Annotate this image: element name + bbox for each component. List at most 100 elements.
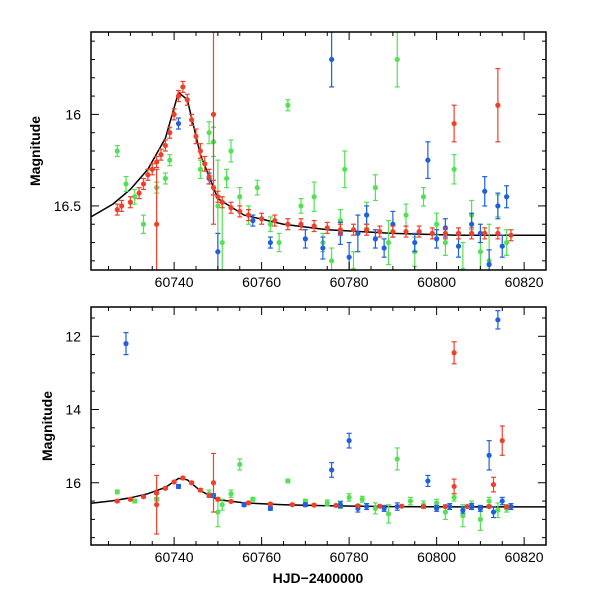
green-data-point bbox=[298, 198, 304, 214]
green-data-point bbox=[486, 496, 492, 506]
green-data-point bbox=[451, 493, 457, 502]
red-data-point bbox=[289, 502, 295, 508]
green-data-point bbox=[267, 216, 273, 233]
red-data-point bbox=[206, 492, 212, 499]
red-data-point bbox=[245, 208, 252, 222]
model-curve bbox=[91, 91, 546, 236]
red-data-point bbox=[451, 104, 457, 143]
red-data-point bbox=[495, 68, 501, 143]
red-data-point bbox=[333, 502, 339, 509]
red-data-point bbox=[390, 225, 396, 238]
green-data-point bbox=[451, 154, 457, 185]
green-data-point bbox=[460, 504, 466, 528]
blue-data-point bbox=[215, 232, 221, 270]
red-data-point bbox=[464, 503, 470, 510]
red-data-point bbox=[350, 223, 357, 236]
x-tick-label: 60760 bbox=[242, 549, 281, 565]
green-data-point bbox=[132, 498, 138, 504]
blue-data-point bbox=[477, 504, 483, 512]
red-data-point bbox=[167, 126, 173, 139]
red-data-point bbox=[206, 168, 212, 185]
blue-data-point bbox=[364, 205, 370, 225]
green-data-point bbox=[114, 489, 120, 495]
green-data-point bbox=[311, 181, 317, 213]
red-data-point bbox=[495, 227, 501, 240]
red-data-point bbox=[228, 201, 234, 214]
red-data-point bbox=[442, 503, 448, 510]
red-data-point bbox=[451, 341, 457, 365]
red-data-point bbox=[180, 475, 186, 481]
green-data-point bbox=[206, 121, 212, 145]
red-data-point bbox=[429, 227, 435, 240]
green-data-point bbox=[237, 187, 243, 207]
green-data-point bbox=[228, 489, 234, 498]
red-data-point bbox=[171, 108, 177, 121]
red-data-point bbox=[149, 163, 155, 176]
bottom-plot-area bbox=[91, 310, 546, 535]
y-tick-label: 14 bbox=[65, 402, 81, 418]
red-data-point bbox=[154, 155, 160, 169]
blue-data-point bbox=[123, 332, 129, 356]
red-data-point bbox=[154, 168, 160, 270]
bottom-panel: 60740 60760 60780 60800 60820 12 14 16 Magnitud… bbox=[39, 306, 547, 586]
green-data-point bbox=[285, 99, 291, 112]
red-data-point bbox=[490, 476, 497, 493]
red-data-point bbox=[215, 496, 221, 502]
red-data-point bbox=[119, 199, 125, 213]
bottom-axes-frame bbox=[90, 306, 547, 546]
red-data-point bbox=[469, 227, 475, 240]
red-data-point bbox=[482, 227, 488, 240]
blue-data-point bbox=[460, 506, 466, 514]
red-data-point bbox=[237, 205, 243, 218]
red-data-point bbox=[228, 498, 234, 505]
bottom-ticks: 60740 60760 60780 60800 60820 12 14 16 bbox=[65, 307, 547, 565]
green-data-point bbox=[372, 174, 378, 202]
red-data-point bbox=[377, 503, 383, 509]
blue-data-point bbox=[302, 502, 308, 508]
blue-data-point bbox=[364, 503, 370, 511]
blue-data-point bbox=[412, 232, 418, 253]
top-ticks: 60740 60760 60780 60800 60820 16 16.5 bbox=[54, 32, 547, 290]
blue-data-point bbox=[425, 474, 431, 488]
green-data-point bbox=[162, 172, 168, 185]
blue-data-point bbox=[175, 117, 182, 130]
red-data-point bbox=[197, 487, 203, 493]
green-data-point bbox=[250, 496, 256, 502]
blue-data-point bbox=[425, 141, 431, 180]
top-panel: 60740 60760 60780 60800 60820 16 16.5 Magnitud… bbox=[27, 31, 547, 290]
green-data-point bbox=[403, 203, 409, 227]
green-data-point bbox=[123, 176, 129, 192]
green-data-point bbox=[394, 32, 400, 88]
blue-data-point bbox=[508, 503, 514, 511]
green-data-point bbox=[407, 496, 413, 506]
blue-data-point bbox=[241, 502, 247, 508]
blue-data-point bbox=[346, 432, 352, 449]
red-data-point bbox=[127, 196, 133, 209]
red-data-point bbox=[364, 223, 370, 236]
blue-data-point bbox=[469, 503, 475, 511]
blue-data-point bbox=[434, 504, 440, 512]
blue-data-point bbox=[447, 503, 453, 511]
x-tick-label: 60780 bbox=[330, 274, 369, 290]
green-data-point bbox=[140, 214, 147, 234]
green-data-point bbox=[224, 168, 230, 189]
red-data-point bbox=[499, 425, 505, 456]
red-data-point bbox=[245, 500, 252, 506]
green-data-point bbox=[228, 139, 234, 163]
red-data-point bbox=[162, 139, 168, 152]
top-axes-frame bbox=[90, 31, 547, 271]
green-data-point bbox=[114, 144, 120, 158]
red-data-point bbox=[403, 225, 409, 238]
green-data-point bbox=[167, 154, 173, 167]
red-data-point bbox=[180, 80, 186, 94]
green-data-point bbox=[385, 504, 392, 524]
red-data-point bbox=[324, 221, 330, 234]
green-data-point bbox=[276, 232, 282, 253]
blue-data-point bbox=[250, 214, 256, 227]
red-data-point bbox=[420, 503, 427, 510]
red-data-point bbox=[140, 177, 147, 191]
red-data-point bbox=[175, 89, 182, 103]
red-data-point bbox=[162, 485, 168, 491]
green-data-point bbox=[346, 493, 352, 502]
green-data-point bbox=[132, 188, 138, 205]
